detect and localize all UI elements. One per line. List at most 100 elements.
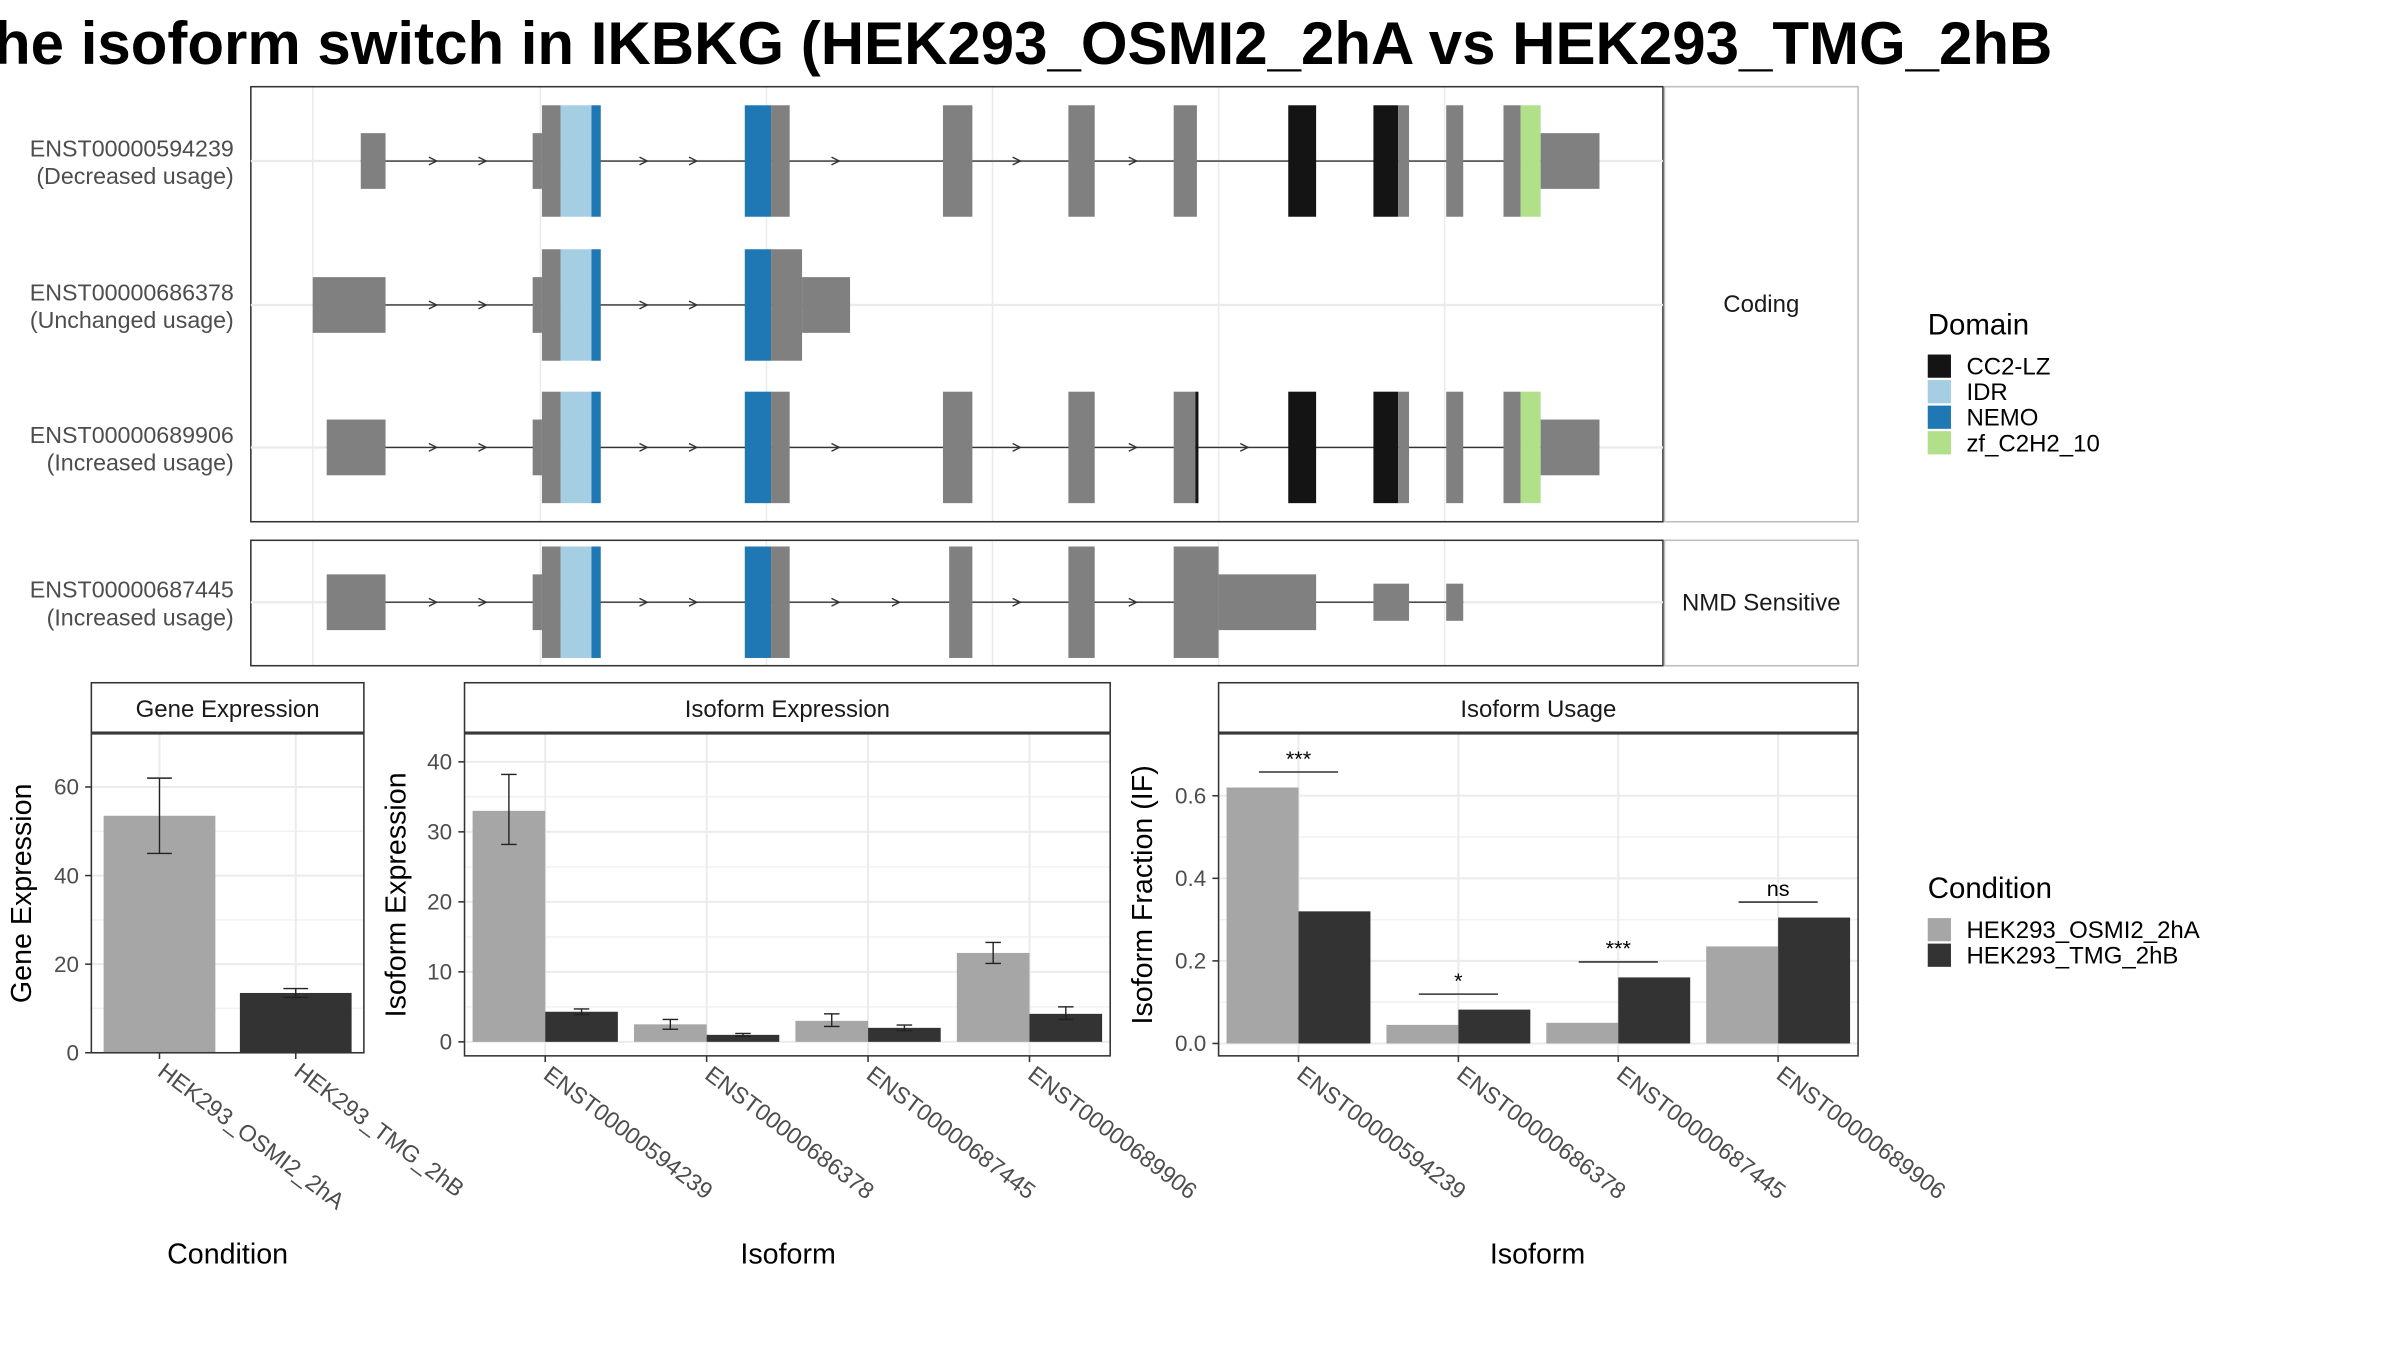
- exon: [771, 249, 803, 361]
- bar: [239, 992, 352, 1053]
- intron-arrow: [478, 300, 488, 310]
- exon: [942, 105, 973, 217]
- domain-cc2-lz: [1373, 105, 1399, 217]
- exon: [532, 277, 542, 333]
- exon: [326, 419, 386, 476]
- y-tick-label: 0.2: [1175, 949, 1206, 974]
- intron-arrow: [1012, 156, 1022, 166]
- x-axis-title: Isoform: [1490, 1238, 1585, 1270]
- intron-arrow: [639, 597, 649, 607]
- intron-arrow: [688, 156, 699, 166]
- bar: [103, 815, 216, 1053]
- domain-legend-label: zf_C2H2_10: [1966, 430, 2099, 457]
- exon: [942, 391, 973, 504]
- domain-legend-key: [1927, 354, 1951, 378]
- domain-cc2-lz: [1288, 105, 1317, 217]
- facet-strip: [1663, 539, 1859, 667]
- y-tick-label: 40: [54, 863, 79, 888]
- bar: [1778, 917, 1851, 1044]
- x-tick-label: ENST00000687445: [862, 1061, 1041, 1205]
- intron-arrow: [1128, 597, 1139, 607]
- y-axis-title: Isoform Fraction (IF): [1127, 765, 1159, 1024]
- transcript-id-label: ENST00000594239: [30, 135, 234, 161]
- bar: [1546, 1022, 1619, 1044]
- domain-nemo: [591, 249, 601, 361]
- intron-arrow: [688, 597, 699, 607]
- exon: [1540, 419, 1600, 476]
- transcript-row: ENST00000689906(Increased usage): [30, 391, 1663, 504]
- x-tick-label: ENST00000594239: [539, 1061, 718, 1205]
- y-tick-label: 40: [427, 750, 452, 775]
- x-axis-title: Condition: [167, 1238, 288, 1270]
- figure-title: he isoform switch in IKBKG (HEK293_OSMI2…: [0, 10, 2053, 77]
- exon: [541, 249, 561, 361]
- panel-title: Gene Expression: [136, 696, 320, 723]
- exon: [312, 277, 386, 333]
- domain-cc2-lz: [1373, 391, 1399, 504]
- y-tick-label: 20: [427, 890, 452, 915]
- intron-arrow: [478, 442, 488, 452]
- panel-strip: [463, 681, 1111, 734]
- y-tick-label: 10: [427, 960, 452, 985]
- exon: [532, 133, 542, 189]
- bar: [634, 1024, 707, 1042]
- y-tick-label: 0: [440, 1030, 452, 1055]
- x-tick-label: ENST00000689906: [1772, 1061, 1951, 1205]
- intron-arrow: [831, 156, 841, 166]
- bar-chart-1: Isoform Expression 0 10 20 30 40 ENST000005942…: [381, 681, 1202, 1270]
- exon: [771, 546, 790, 658]
- domain-cc2-lz: [1195, 391, 1199, 504]
- domain-nemo: [744, 391, 772, 504]
- y-tick-label: 60: [54, 775, 79, 800]
- intron-arrow: [639, 300, 649, 310]
- condition-legend-label: HEK293_OSMI2_2hA: [1966, 917, 2199, 944]
- facet-strip: [1663, 85, 1859, 523]
- transcript-usage-label: (Unchanged usage): [30, 307, 234, 333]
- bar: [1618, 977, 1691, 1044]
- bar: [795, 1020, 869, 1042]
- domain-legend-label: CC2-LZ: [1966, 354, 2050, 381]
- y-tick-label: 0: [66, 1040, 78, 1065]
- domain-nemo: [744, 249, 772, 361]
- facet-strip-label: NMD Sensitive: [1682, 590, 1841, 617]
- exon: [541, 391, 561, 504]
- domain-legend-title: Domain: [1928, 308, 2029, 341]
- exon: [541, 105, 561, 217]
- y-tick-label: 0.4: [1175, 866, 1206, 891]
- intron-arrow: [1128, 442, 1139, 452]
- exon: [1446, 391, 1464, 504]
- domain-legend-key: [1927, 380, 1951, 404]
- exon: [1068, 391, 1095, 504]
- bar-charts: Gene Expression0204060HEK293_OSMI2_2hAHE…: [6, 681, 1951, 1270]
- domain-legend-key: [1927, 431, 1951, 455]
- intron-arrow: [428, 300, 439, 310]
- y-axis-title: Isoform Expression: [381, 772, 413, 1017]
- transcript-row: ENST00000594239(Decreased usage): [30, 105, 1663, 217]
- plot-border: [1217, 733, 1859, 1057]
- plot-border: [90, 733, 365, 1054]
- intron-arrow: [428, 597, 439, 607]
- intron-arrow: [428, 442, 439, 452]
- exon: [360, 133, 386, 189]
- bar: [1226, 787, 1299, 1044]
- domain-nemo: [591, 546, 601, 658]
- intron-arrow: [1012, 442, 1022, 452]
- exon: [1173, 105, 1197, 217]
- significance-label: *: [1454, 968, 1463, 993]
- exon: [1398, 391, 1410, 504]
- x-tick-label: ENST00000686378: [1452, 1061, 1631, 1205]
- facet-strip-label: Coding: [1723, 291, 1799, 318]
- transcript-structure-plot: Coding NMD Sensitive ENST00000594239(Decre…: [30, 85, 1859, 667]
- bar: [545, 1011, 618, 1042]
- intron-arrow: [478, 156, 488, 166]
- intron-arrow: [1012, 597, 1022, 607]
- exon: [1503, 105, 1521, 217]
- significance-label: ns: [1767, 876, 1790, 901]
- x-tick-label: ENST00000687445: [1612, 1061, 1791, 1205]
- bar: [1298, 911, 1371, 1044]
- intron-arrow: [688, 300, 699, 310]
- exon: [326, 574, 386, 631]
- domain-idr: [560, 249, 592, 361]
